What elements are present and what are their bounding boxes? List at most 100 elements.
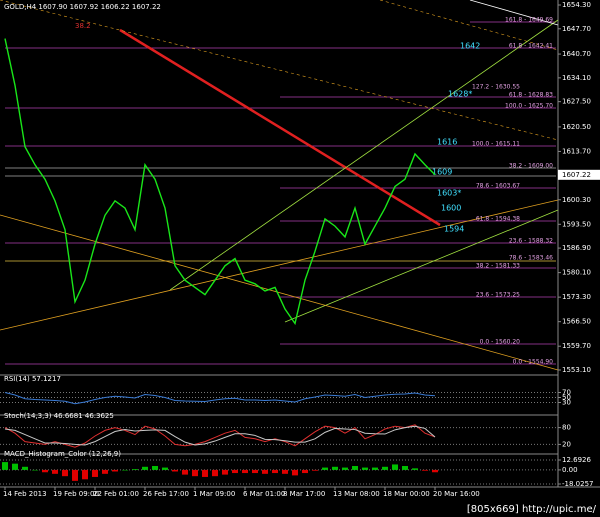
histogram-bar [292,469,298,476]
histogram-bar [422,469,428,471]
fib-label: 61.8 - 1642.41 [509,43,553,50]
level-label: 1603* [437,189,461,198]
histogram-bar [432,469,438,473]
y-tick-label: 1566.50 [562,318,591,326]
histogram-bar [42,469,48,473]
y-tick-label: 80 [562,424,571,432]
x-tick-label: 1 Mar 09:00 [193,490,235,498]
current-price-label: 1607.22 [562,171,591,179]
series-line [4,425,436,446]
y-tick-label: 12.6926 [562,456,591,464]
histogram-bar [12,463,18,470]
histogram-bar [112,469,118,472]
histogram-bar [282,469,288,474]
histogram-bar [122,469,128,471]
y-tick-label: 1586.90 [562,244,591,252]
fib-label: 0.0 - 1554.90 [513,359,554,366]
y-tick-label: 50 [562,394,571,402]
histogram-bar [312,469,318,471]
y-tick-label: 1654.30 [562,1,591,9]
fib-label: 61.8 - 1594.38 [476,216,520,223]
histogram-bar [262,469,268,474]
fib-label: 0.0 - 1560.20 [480,339,521,346]
histogram-bar [152,466,158,470]
histogram-bar [22,466,28,470]
histogram-bar [192,469,198,477]
histogram-bar [272,469,278,474]
y-tick-label: 20 [562,440,571,448]
level-label: 1594 [444,225,464,234]
x-tick-label: 6 Mar 01:00 [243,490,285,498]
trend-line [0,199,559,331]
series-line [4,424,436,448]
x-tick-label: 18 Mar 00:00 [383,490,430,498]
histogram-bar [332,466,338,470]
y-tick-label: 30 [562,399,571,407]
histogram-bar [182,469,188,475]
panel-title: Stoch(14,3,3) 46.6681 46.3625 [4,412,114,420]
x-tick-label: 26 Feb 17:00 [143,490,189,498]
histogram-bar [412,468,418,470]
fib-label: 100.0 - 1625.70 [505,103,553,110]
histogram-bar [2,462,8,470]
fib-label: 127.2 - 1630.55 [472,84,520,91]
histogram-bar [242,469,248,474]
level-label: 1642 [460,42,480,51]
histogram-bar [302,469,308,474]
y-tick-label: 1640.70 [562,50,591,58]
trend-line [0,214,559,371]
x-tick-label: 22 Feb 01:00 [93,490,139,498]
histogram-bar [162,467,168,470]
histogram-bar [32,469,38,471]
y-tick-label: -18.0257 [562,480,593,488]
histogram-bar [72,469,78,481]
x-tick-label: 19 Feb 09:00 [53,490,99,498]
y-tick-label: 1627.50 [562,98,591,106]
fib-label: 38.2 - 1609.00 [509,163,553,170]
histogram-bar [352,466,358,470]
y-tick-label: 1634.10 [562,74,591,82]
y-tick-label: 1580.10 [562,269,591,277]
fib-label: 23.6 - 1573.25 [476,292,520,299]
level-label: 1609 [432,168,452,177]
fib-lines [5,21,556,365]
y-tick-label: 1573.30 [562,293,591,301]
y-tick-label: 70 [562,389,571,397]
fib-label: 38.2 [75,22,91,30]
x-tick-label: 14 Feb 2013 [3,490,47,498]
histogram-bar [372,467,378,470]
histogram-bar [342,467,348,470]
histogram-bar [402,466,408,470]
histogram-bar [222,469,228,475]
x-tick-label: 8 Mar 17:00 [283,490,325,498]
panel-title: RSI(14) 57.1217 [4,375,61,383]
level-label: 1628* [448,90,472,99]
y-tick-label: 1620.50 [562,123,591,131]
y-tick-label: 1593.50 [562,220,591,228]
y-tick-label: 1647.70 [562,25,591,33]
y-tick-label: 1613.70 [562,147,591,155]
level-label: 1600 [441,204,461,213]
trend-line [469,0,559,26]
fib-label: 78.6 - 1583.46 [509,255,553,262]
histogram-bar [252,469,258,474]
histogram-bar [172,469,178,472]
histogram-bar [62,469,68,477]
current-price-box [558,169,600,180]
y-tick-label: 1559.70 [562,342,591,350]
histogram-bar [102,469,108,474]
panel-title: MACD_Histogram_Color (12,26,9) [4,450,121,458]
fib-label: 23.6 - 1588.32 [509,238,553,245]
histogram-bar [202,469,208,477]
y-tick-label: 0.00 [562,466,578,474]
channel-line [169,19,559,291]
fib-label: 161.8 - 1649.69 [505,17,553,24]
histogram-bar [52,469,58,474]
trend-line [119,28,441,227]
trend-line [379,0,559,51]
level-label: 1616 [437,138,457,147]
series-line [4,392,436,405]
histogram-bar [212,469,218,477]
